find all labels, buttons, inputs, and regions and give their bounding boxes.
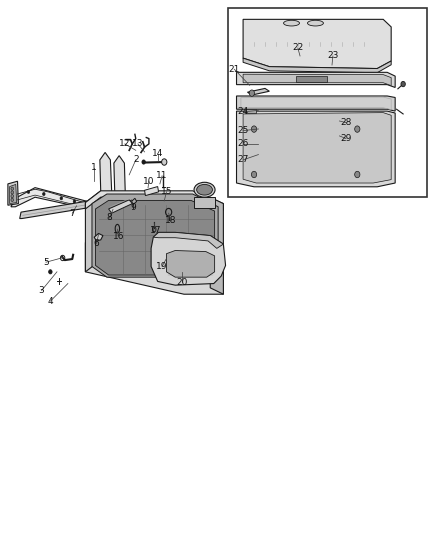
Text: 15: 15	[161, 188, 172, 196]
Circle shape	[142, 160, 145, 164]
Ellipse shape	[194, 182, 215, 197]
Circle shape	[355, 126, 360, 132]
Text: 6: 6	[93, 239, 99, 248]
Polygon shape	[194, 197, 215, 208]
Polygon shape	[85, 243, 223, 294]
Polygon shape	[237, 72, 395, 87]
Text: 14: 14	[152, 149, 163, 158]
Polygon shape	[243, 58, 391, 72]
Text: 25: 25	[237, 126, 249, 135]
Text: 29: 29	[340, 134, 352, 143]
Text: 7: 7	[69, 209, 75, 217]
Polygon shape	[95, 200, 215, 275]
Circle shape	[42, 192, 45, 196]
Circle shape	[49, 270, 52, 274]
Circle shape	[249, 90, 254, 96]
Circle shape	[251, 126, 257, 132]
Polygon shape	[131, 198, 137, 204]
Circle shape	[11, 198, 14, 201]
Polygon shape	[85, 191, 101, 272]
Polygon shape	[166, 251, 215, 277]
Circle shape	[11, 191, 14, 194]
Text: 22: 22	[292, 44, 304, 52]
Text: 20: 20	[176, 278, 187, 287]
Polygon shape	[85, 191, 223, 211]
Text: 27: 27	[237, 156, 249, 164]
Polygon shape	[145, 187, 159, 196]
Polygon shape	[296, 76, 328, 82]
Text: 16: 16	[113, 232, 124, 240]
Circle shape	[60, 197, 63, 200]
Polygon shape	[92, 194, 218, 277]
Circle shape	[11, 187, 14, 190]
Ellipse shape	[307, 20, 323, 26]
Text: 23: 23	[327, 52, 339, 60]
Text: 4: 4	[48, 297, 53, 305]
Polygon shape	[100, 152, 112, 192]
Polygon shape	[8, 181, 18, 205]
Circle shape	[162, 159, 167, 165]
Text: 5: 5	[43, 258, 49, 266]
Polygon shape	[243, 19, 391, 69]
Bar	[228, 8, 427, 197]
Polygon shape	[237, 96, 395, 111]
Polygon shape	[11, 188, 88, 209]
Text: 28: 28	[340, 118, 352, 127]
Polygon shape	[151, 232, 226, 285]
Polygon shape	[109, 200, 132, 213]
Text: 18: 18	[165, 216, 177, 225]
Text: 3: 3	[39, 286, 45, 295]
Text: 24: 24	[237, 108, 249, 116]
Polygon shape	[100, 193, 125, 198]
Text: 21: 21	[229, 65, 240, 74]
Text: 8: 8	[106, 214, 113, 222]
Text: 26: 26	[237, 140, 249, 148]
Polygon shape	[243, 112, 391, 183]
Polygon shape	[245, 109, 256, 113]
Polygon shape	[153, 232, 223, 248]
Circle shape	[401, 82, 405, 87]
Polygon shape	[114, 156, 125, 193]
Ellipse shape	[283, 20, 300, 26]
Text: 19: 19	[156, 262, 168, 271]
Ellipse shape	[290, 54, 308, 60]
Text: 13: 13	[132, 140, 144, 148]
Polygon shape	[237, 111, 395, 187]
Polygon shape	[20, 195, 127, 219]
Circle shape	[251, 171, 257, 177]
Text: 1: 1	[91, 164, 97, 172]
Polygon shape	[247, 88, 269, 95]
Text: 9: 9	[131, 204, 137, 212]
Polygon shape	[243, 74, 391, 86]
Circle shape	[11, 195, 14, 198]
Polygon shape	[210, 197, 223, 294]
Ellipse shape	[197, 184, 212, 195]
Circle shape	[27, 190, 30, 193]
Circle shape	[355, 171, 360, 177]
Text: 11: 11	[156, 172, 168, 180]
Polygon shape	[94, 233, 103, 241]
Text: 17: 17	[150, 227, 161, 235]
Text: 2: 2	[133, 156, 138, 164]
Polygon shape	[10, 184, 17, 204]
Text: 12: 12	[119, 140, 131, 148]
Text: 10: 10	[143, 177, 155, 185]
Circle shape	[73, 200, 76, 203]
